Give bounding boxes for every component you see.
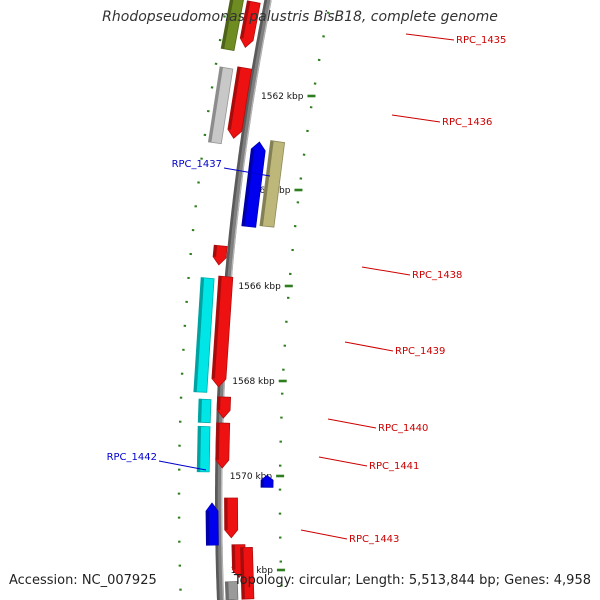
- accession-label: Accession: NC_007925: [9, 573, 157, 588]
- gene-leader-line: [223, 167, 271, 177]
- gene-leader-line: [405, 33, 455, 41]
- gene-features: [193, 0, 286, 600]
- genome-summary-label: Topology: circular; Length: 5,513,844 bp…: [233, 573, 591, 588]
- gene-label: RPC_1443: [349, 534, 399, 545]
- gene-label: RPC_1441: [369, 461, 419, 472]
- scale-label: 1566 kbp: [238, 282, 281, 292]
- gene-1441-shade: [197, 426, 202, 472]
- cds-plus-1443-shade: [224, 498, 228, 530]
- gene-leader-line: [300, 529, 348, 540]
- cds-minus-1437-shade: [241, 148, 255, 227]
- scale-label: 1570 kbp: [230, 472, 273, 482]
- cds-minus-1437: [241, 141, 266, 228]
- gene-1439-shade: [193, 277, 205, 392]
- gene-leader-line: [327, 418, 377, 429]
- cds-minus-1442-shade: [261, 480, 265, 488]
- cds-plus-next-1-shade: [231, 544, 236, 570]
- gene-label: RPC_1437: [172, 159, 222, 170]
- gene-1437-shade: [259, 140, 274, 227]
- gene-label: RPC_1435: [456, 35, 506, 46]
- gene-leader-line: [344, 341, 394, 352]
- cds-plus-1436-shade: [227, 66, 241, 130]
- gene-1440-shade: [198, 399, 202, 423]
- gene-label: RPC_1442: [107, 452, 157, 463]
- cds-plus-1439-shade: [211, 276, 222, 379]
- gene-1436-shade: [208, 66, 223, 143]
- cds-plus-1435-shade: [240, 0, 251, 39]
- gene-leader-line: [158, 460, 207, 471]
- map-title: Rhodopseudomonas palustris BisB18, compl…: [102, 9, 498, 25]
- gene-label: RPC_1439: [395, 346, 445, 357]
- gene-1435: [220, 0, 244, 51]
- gene-leader-line: [318, 456, 368, 467]
- scale-label: 1562 kbp: [261, 92, 304, 102]
- gene-leader-line: [361, 266, 411, 276]
- cds-minus-1443-shade: [206, 511, 210, 546]
- gene-1435-shade: [221, 0, 234, 49]
- cds-plus-1441-shade: [215, 422, 220, 460]
- cds-plus-1438-shade: [213, 245, 218, 257]
- cds-plus-next-2-shade: [240, 547, 245, 600]
- gene-label: RPC_1436: [442, 117, 492, 128]
- gene-label: RPC_1440: [378, 423, 428, 434]
- scale-label: 1568 kbp: [232, 377, 275, 387]
- cds-plus-1440-shade: [217, 396, 221, 410]
- gene-1437: [259, 140, 286, 228]
- gene-leader-line: [391, 114, 441, 123]
- gene-1436: [207, 66, 234, 145]
- gene-label-group: RPC_1435 RPC_1436 RPC_1437 RPC_1438 RPC_1439…: [107, 33, 506, 545]
- gene-next-grey-shade: [225, 581, 229, 600]
- gene-label: RPC_1438: [412, 270, 462, 281]
